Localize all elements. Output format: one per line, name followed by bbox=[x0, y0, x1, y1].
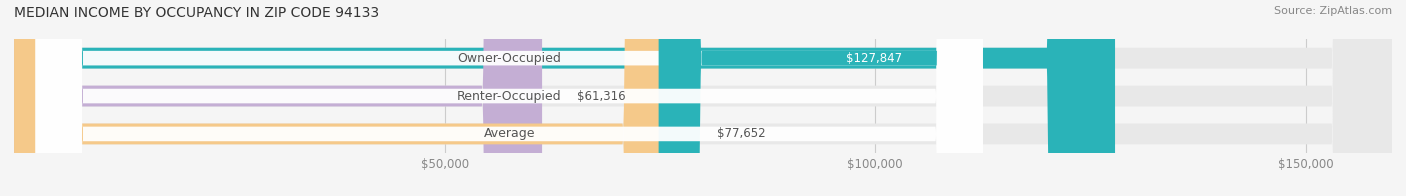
Text: Renter-Occupied: Renter-Occupied bbox=[457, 90, 561, 103]
FancyBboxPatch shape bbox=[35, 0, 983, 196]
Text: $61,316: $61,316 bbox=[576, 90, 626, 103]
Text: Source: ZipAtlas.com: Source: ZipAtlas.com bbox=[1274, 6, 1392, 16]
FancyBboxPatch shape bbox=[14, 0, 683, 196]
FancyBboxPatch shape bbox=[658, 0, 1090, 196]
FancyBboxPatch shape bbox=[14, 0, 1115, 196]
FancyBboxPatch shape bbox=[14, 0, 1392, 196]
Text: Owner-Occupied: Owner-Occupied bbox=[457, 52, 561, 65]
FancyBboxPatch shape bbox=[35, 0, 983, 196]
FancyBboxPatch shape bbox=[35, 0, 983, 196]
Text: $127,847: $127,847 bbox=[846, 52, 903, 65]
Text: MEDIAN INCOME BY OCCUPANCY IN ZIP CODE 94133: MEDIAN INCOME BY OCCUPANCY IN ZIP CODE 9… bbox=[14, 6, 380, 20]
Text: $77,652: $77,652 bbox=[717, 127, 766, 140]
FancyBboxPatch shape bbox=[14, 0, 1392, 196]
FancyBboxPatch shape bbox=[14, 0, 1392, 196]
Text: Average: Average bbox=[484, 127, 536, 140]
FancyBboxPatch shape bbox=[14, 0, 543, 196]
